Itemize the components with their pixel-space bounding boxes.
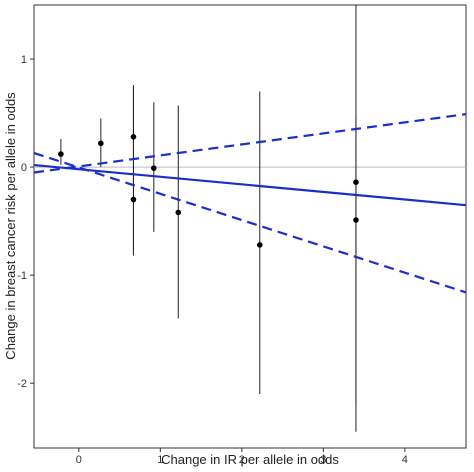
x-tick-label: 0 <box>76 454 82 466</box>
y-tick-label: 1 <box>21 54 27 66</box>
x-tick-label: 2 <box>239 454 245 466</box>
y-axis-title: Change in breast cancer risk per allele … <box>3 92 18 360</box>
points-layer <box>58 134 359 248</box>
ci-lower-line <box>33 151 467 294</box>
x-tick-label: 4 <box>402 454 408 466</box>
y-axis: -2 -1 0 1 <box>17 54 34 390</box>
data-point <box>353 217 359 223</box>
data-point <box>58 151 64 157</box>
data-point <box>256 242 263 248</box>
x-axis: 0 1 2 3 4 <box>76 448 408 466</box>
regression-line <box>33 163 467 207</box>
fit-layer <box>33 113 467 294</box>
x-tick-label: 1 <box>157 454 163 466</box>
data-point <box>151 165 157 171</box>
data-point <box>353 179 359 185</box>
data-point <box>130 196 137 203</box>
plot-panel <box>33 4 467 449</box>
data-point <box>130 134 137 140</box>
ci-upper-line <box>33 113 467 174</box>
x-axis-title: Change in IR per allele in odds <box>161 452 339 467</box>
data-point <box>175 209 182 216</box>
y-tick-label: -2 <box>17 378 27 390</box>
x-tick-label: 3 <box>320 454 326 466</box>
data-point <box>98 140 104 147</box>
y-tick-label: 0 <box>21 162 27 174</box>
y-tick-label: -1 <box>17 270 27 282</box>
